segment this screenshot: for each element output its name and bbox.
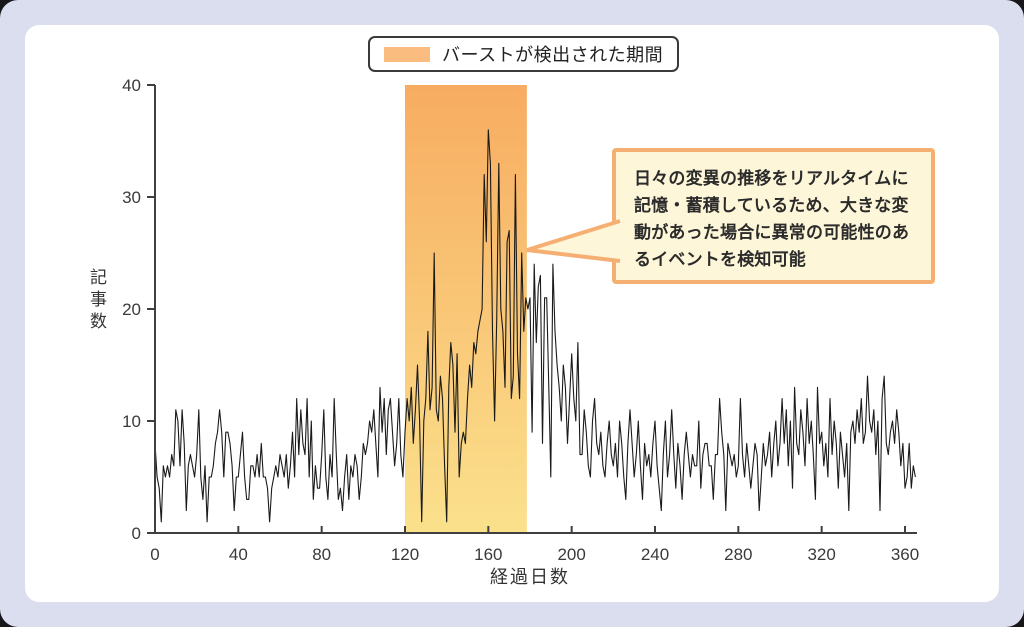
y-tick-label: 40: [122, 76, 141, 95]
y-tick-label: 0: [132, 524, 141, 543]
x-tick-label: 200: [557, 545, 585, 564]
legend-label: バーストが検出された期間: [442, 45, 664, 65]
x-axis-title: 経過日数: [490, 567, 570, 587]
y-tick-label: 30: [122, 188, 141, 207]
x-tick-label: 120: [391, 545, 419, 564]
legend-swatch-burst: [384, 46, 430, 62]
legend: バーストが検出された期間: [368, 36, 680, 72]
callout-box: 日々の変異の推移をリアルタイムに記憶・蓄積しているため、大きな変動があった場合に…: [612, 148, 935, 284]
x-tick-label: 80: [312, 545, 331, 564]
x-tick-label: 280: [724, 545, 752, 564]
y-axis-title: 記事数: [87, 268, 106, 334]
callout-text: 日々の変異の推移をリアルタイムに記憶・蓄積しているため、大きな変動があった場合に…: [634, 169, 910, 269]
x-tick-label: 160: [474, 545, 502, 564]
x-tick-label: 240: [641, 545, 669, 564]
y-tick-label: 10: [122, 412, 141, 431]
data-line-articles: [154, 129, 916, 523]
x-tick-label: 360: [891, 545, 919, 564]
y-tick-label: 20: [122, 300, 141, 319]
x-tick-label: 0: [150, 545, 159, 564]
x-tick-label: 320: [807, 545, 835, 564]
x-tick-label: 40: [229, 545, 248, 564]
